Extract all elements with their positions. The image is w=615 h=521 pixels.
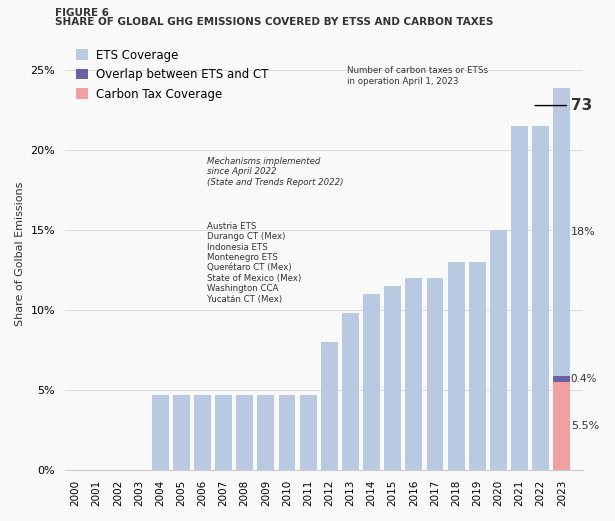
Bar	[321, 342, 338, 470]
Text: Mechanisms implemented
since April 2022
(State and Trends Report 2022): Mechanisms implemented since April 2022 …	[207, 157, 344, 187]
Bar	[384, 286, 401, 470]
Bar	[173, 395, 190, 470]
Bar	[554, 382, 570, 470]
Bar	[469, 262, 486, 470]
Bar	[511, 126, 528, 470]
Legend: ETS Coverage, Overlap between ETS and CT, Carbon Tax Coverage: ETS Coverage, Overlap between ETS and CT…	[76, 48, 269, 101]
Bar	[152, 395, 169, 470]
Text: Number of carbon taxes or ETSs
in operation April 1, 2023: Number of carbon taxes or ETSs in operat…	[347, 67, 488, 86]
Bar	[405, 278, 423, 470]
Bar	[215, 395, 232, 470]
Bar	[236, 395, 253, 470]
Y-axis label: Share of Golbal Emissions: Share of Golbal Emissions	[15, 182, 25, 326]
Text: SHARE OF GLOBAL GHG EMISSIONS COVERED BY ETSS AND CARBON TAXES: SHARE OF GLOBAL GHG EMISSIONS COVERED BY…	[55, 17, 494, 27]
Text: FIGURE 6: FIGURE 6	[55, 8, 109, 18]
Text: 5.5%: 5.5%	[571, 421, 599, 431]
Bar	[279, 395, 295, 470]
Bar	[554, 376, 570, 382]
Text: 0.4%: 0.4%	[571, 374, 597, 384]
Bar	[554, 88, 570, 376]
Bar	[194, 395, 211, 470]
Bar	[427, 278, 443, 470]
Bar	[300, 395, 317, 470]
Text: Austria ETS
Durango CT (Mex)
Indonesia ETS
Montenegro ETS
Querétaro CT (Mex)
Sta: Austria ETS Durango CT (Mex) Indonesia E…	[207, 222, 302, 304]
Bar	[490, 230, 507, 470]
Bar	[342, 313, 359, 470]
Text: 73: 73	[571, 98, 592, 113]
Bar	[258, 395, 274, 470]
Bar	[448, 262, 464, 470]
Bar	[363, 294, 380, 470]
Bar	[533, 126, 549, 470]
Text: 18%: 18%	[571, 227, 595, 237]
